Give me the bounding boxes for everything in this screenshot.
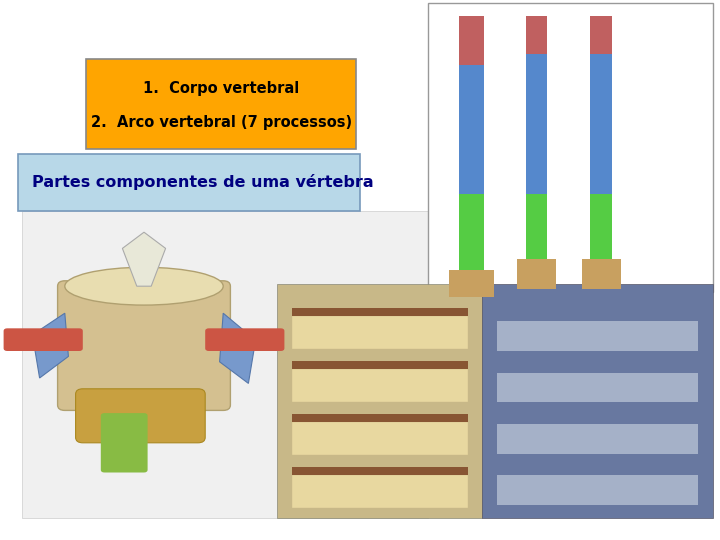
Polygon shape [220,313,256,383]
Bar [292,414,468,422]
FancyBboxPatch shape [497,475,698,505]
FancyBboxPatch shape [4,328,83,351]
FancyBboxPatch shape [497,373,698,402]
Ellipse shape [65,267,223,305]
Bar [277,284,482,518]
FancyBboxPatch shape [517,259,556,289]
FancyBboxPatch shape [205,328,284,351]
Text: 2.  Arco vertebral (7 processos): 2. Arco vertebral (7 processos) [91,115,352,130]
FancyBboxPatch shape [459,194,485,270]
FancyBboxPatch shape [590,16,612,54]
Bar [292,361,468,369]
FancyBboxPatch shape [292,316,468,349]
FancyBboxPatch shape [18,154,360,211]
FancyBboxPatch shape [86,59,356,149]
FancyBboxPatch shape [590,194,612,259]
Bar [482,284,713,518]
FancyBboxPatch shape [497,424,698,454]
FancyBboxPatch shape [449,270,495,297]
Text: Partes componentes de uma vértebra: Partes componentes de uma vértebra [32,174,374,190]
FancyBboxPatch shape [590,54,612,194]
Bar [292,467,468,475]
FancyBboxPatch shape [428,3,713,292]
FancyBboxPatch shape [497,321,698,351]
FancyBboxPatch shape [526,54,547,194]
Bar [292,308,468,316]
Polygon shape [32,313,68,378]
FancyBboxPatch shape [459,16,485,65]
FancyBboxPatch shape [582,259,621,289]
FancyBboxPatch shape [76,389,205,443]
FancyBboxPatch shape [526,194,547,259]
FancyBboxPatch shape [526,16,547,54]
FancyBboxPatch shape [58,281,230,410]
FancyBboxPatch shape [459,65,485,194]
Polygon shape [122,232,166,286]
FancyBboxPatch shape [22,211,428,518]
FancyBboxPatch shape [292,369,468,402]
FancyBboxPatch shape [292,422,468,455]
FancyBboxPatch shape [292,475,468,508]
Text: 1.  Corpo vertebral: 1. Corpo vertebral [143,82,300,96]
FancyBboxPatch shape [101,413,148,472]
